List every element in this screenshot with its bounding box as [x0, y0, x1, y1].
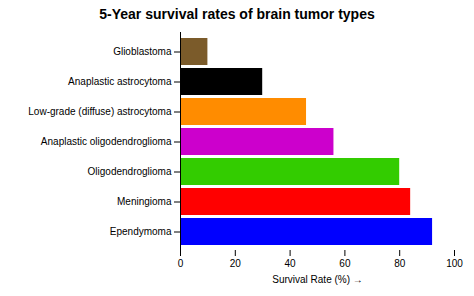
svg-text:100: 100	[446, 258, 463, 269]
svg-text:Meningioma: Meningioma	[117, 196, 172, 207]
svg-text:0: 0	[178, 258, 184, 269]
svg-text:Survival Rate (%) →: Survival Rate (%) →	[272, 274, 363, 285]
svg-text:60: 60	[339, 258, 351, 269]
svg-text:Oligodendroglioma: Oligodendroglioma	[88, 166, 172, 177]
html-text:5-Year survival rates of brain: 5-Year survival rates of brain tumor typ…	[99, 6, 375, 22]
svg-text:80: 80	[394, 258, 406, 269]
svg-text:40: 40	[285, 258, 297, 269]
svg-text:Anaplastic oligodendroglioma: Anaplastic oligodendroglioma	[41, 136, 172, 147]
svg-text:Anaplastic astrocytoma: Anaplastic astrocytoma	[68, 76, 172, 87]
svg-text:Low-grade (diffuse) astrocytom: Low-grade (diffuse) astrocytoma	[28, 106, 172, 117]
svg-text:20: 20	[230, 258, 242, 269]
svg-text:Ependymoma: Ependymoma	[110, 226, 172, 237]
svg-text:Glioblastoma: Glioblastoma	[113, 46, 172, 57]
